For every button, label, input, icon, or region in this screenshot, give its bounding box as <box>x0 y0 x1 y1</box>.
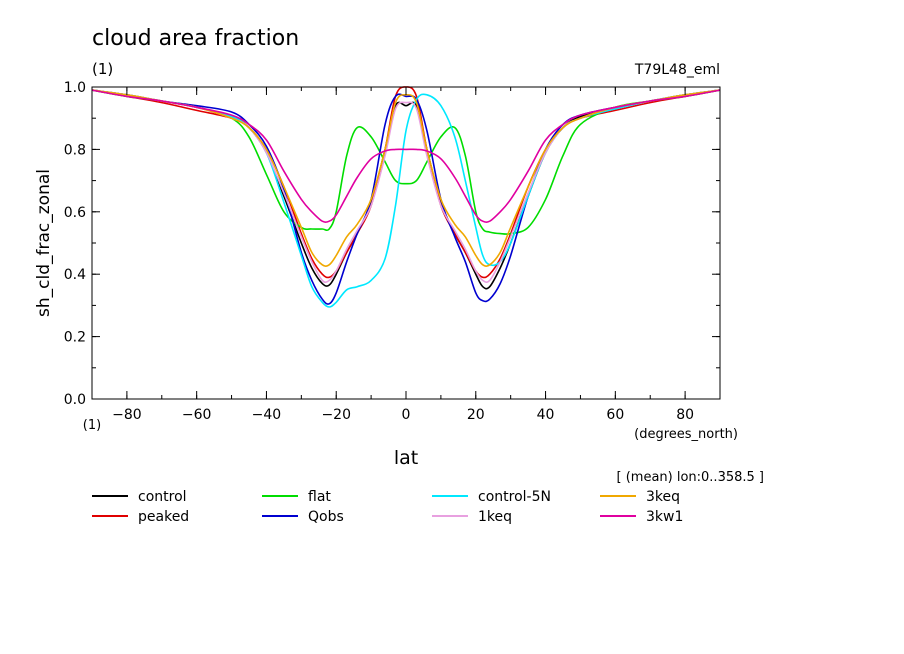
x-tick-label: 80 <box>676 407 694 423</box>
series-layer <box>91 86 721 308</box>
legend-label-flat: flat <box>308 489 331 505</box>
series-line-3kw1 <box>91 89 721 223</box>
series-line-peaked <box>91 86 721 279</box>
axes: −80 −60 −40 −20 0 20 40 60 80 0.0 0.2 0.4 0.6 0.8 1.0 <box>64 80 721 423</box>
x-tick-label: 0 <box>402 407 411 423</box>
x-axis-label: lat <box>394 447 418 469</box>
x-tick-label: −40 <box>252 407 282 423</box>
legend-label-peaked: peaked <box>138 509 189 525</box>
legend-label-control-5n: control-5N <box>478 489 551 505</box>
series-line-control <box>91 89 721 290</box>
y-axis-label: sh_cld_frac_zonal <box>34 169 54 317</box>
x-tick-label: −80 <box>112 407 142 423</box>
series-line-3keq <box>91 89 721 267</box>
legend-label-1keq: 1keq <box>478 509 512 525</box>
title-units: (1) <box>92 60 113 78</box>
x-tick-label: −20 <box>321 407 351 423</box>
legend-label-3kw1: 3kw1 <box>646 509 683 525</box>
chart-title: cloud area fraction <box>92 26 299 51</box>
y-tick-label: 0.4 <box>64 267 86 283</box>
averaging-note: [ (mean) lon:0..358.5 ] <box>617 470 765 485</box>
legend-label-control: control <box>138 489 187 505</box>
y-tick-label: 0.0 <box>64 392 86 408</box>
x-tick-label: 20 <box>467 407 485 423</box>
run-label: T79L48_eml <box>634 62 720 78</box>
series-line-1keq <box>91 89 721 284</box>
y-tick-label: 1.0 <box>64 80 86 96</box>
x-tick-label: 40 <box>537 407 555 423</box>
legend: control peaked flat Qobs control-5N 1keq 3keq 3… <box>92 489 683 525</box>
series-line-qobs <box>91 89 721 305</box>
y-tick-label: 0.8 <box>64 142 86 158</box>
y-units: (1) <box>83 418 101 433</box>
legend-label-3keq: 3keq <box>646 489 680 505</box>
x-units: (degrees_north) <box>634 427 738 442</box>
series-line-control-5n <box>91 89 721 308</box>
series-line-flat <box>91 89 721 235</box>
x-tick-label: −60 <box>182 407 212 423</box>
y-tick-label: 0.2 <box>64 330 86 346</box>
legend-label-qobs: Qobs <box>308 509 344 525</box>
y-tick-label: 0.6 <box>64 205 86 221</box>
x-tick-label: 60 <box>606 407 624 423</box>
